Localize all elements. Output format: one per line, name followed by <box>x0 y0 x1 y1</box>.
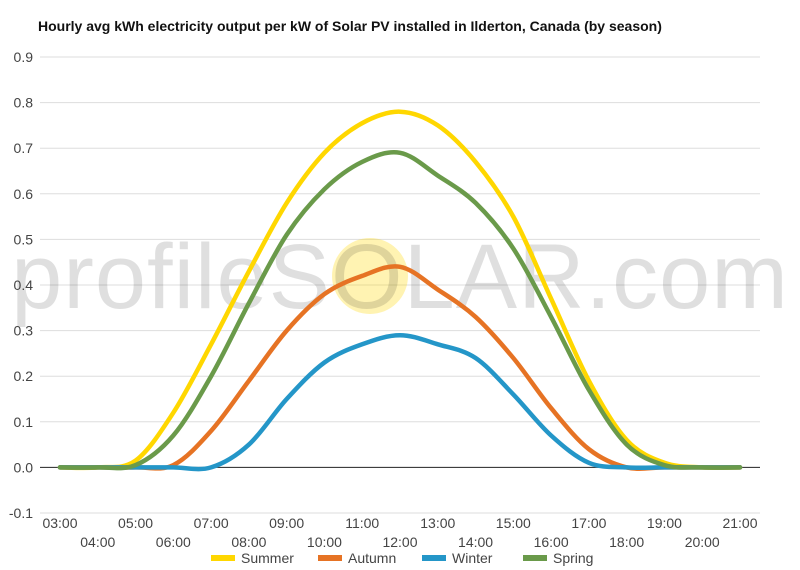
legend-swatch <box>318 555 342 561</box>
legend-label: Autumn <box>348 550 396 566</box>
x-tick-label: 07:00 <box>194 515 229 531</box>
y-tick-label: 0.8 <box>14 95 34 111</box>
x-tick-label: 15:00 <box>496 515 531 531</box>
x-tick-label: 17:00 <box>571 515 606 531</box>
x-tick-label: 04:00 <box>80 534 115 550</box>
y-tick-label: 0.2 <box>14 368 34 384</box>
legend-label: Spring <box>553 550 593 566</box>
x-tick-label: 13:00 <box>420 515 455 531</box>
grid-lines <box>40 56 760 514</box>
legend-swatch <box>523 555 547 561</box>
legend-swatch <box>422 555 446 561</box>
x-tick-label: 21:00 <box>722 515 757 531</box>
y-tick-label: 0.6 <box>14 186 34 202</box>
y-tick-label: 0.3 <box>14 323 34 339</box>
y-tick-label: 0.9 <box>14 49 34 65</box>
legend-item-summer[interactable]: Summer <box>211 550 294 566</box>
x-tick-label: 14:00 <box>458 534 493 550</box>
y-tick-label: 0.1 <box>14 414 34 430</box>
series-lines <box>57 109 743 472</box>
legend-label: Summer <box>241 550 294 566</box>
x-tick-label: 12:00 <box>382 534 417 550</box>
y-tick-labels: -0.1 0.0 0.1 0.2 0.3 0.4 0.5 0.6 0.7 0.8 0.9 <box>9 49 33 521</box>
x-tick-label: 18:00 <box>609 534 644 550</box>
legend-item-winter[interactable]: Winter <box>422 550 493 566</box>
x-tick-label: 03:00 <box>42 515 77 531</box>
legend-item-autumn[interactable]: Autumn <box>318 550 396 566</box>
x-tick-label: 19:00 <box>647 515 682 531</box>
watermark-text: profileSOLAR.com <box>11 226 789 328</box>
x-tick-label: 09:00 <box>269 515 304 531</box>
x-tick-label: 16:00 <box>534 534 569 550</box>
x-tick-label: 08:00 <box>231 534 266 550</box>
x-tick-label: 06:00 <box>156 534 191 550</box>
y-tick-label: -0.1 <box>9 505 33 521</box>
series-line-summer <box>57 109 743 471</box>
x-tick-label: 10:00 <box>307 534 342 550</box>
watermark: profileSOLAR.com <box>11 226 789 328</box>
y-tick-label: 0.0 <box>14 459 34 475</box>
legend-swatch <box>211 555 235 561</box>
series-line-winter <box>57 332 743 472</box>
legend-label: Winter <box>452 550 493 566</box>
y-tick-label: 0.7 <box>14 140 34 156</box>
chart-title: Hourly avg kWh electricity output per kW… <box>38 18 662 34</box>
y-tick-label: 0.5 <box>14 231 34 247</box>
y-tick-label: 0.4 <box>14 277 34 293</box>
x-tick-label: 20:00 <box>685 534 720 550</box>
x-tick-label: 11:00 <box>345 515 379 531</box>
legend-item-spring[interactable]: Spring <box>523 550 593 566</box>
watermark-sun-icon <box>332 238 408 314</box>
legend: Summer Autumn Winter Spring <box>211 550 593 566</box>
x-tick-label: 05:00 <box>118 515 153 531</box>
series-line-spring <box>57 150 743 471</box>
x-tick-labels: 03:0004:0005:0006:0007:0008:0009:0010:00… <box>42 515 757 550</box>
